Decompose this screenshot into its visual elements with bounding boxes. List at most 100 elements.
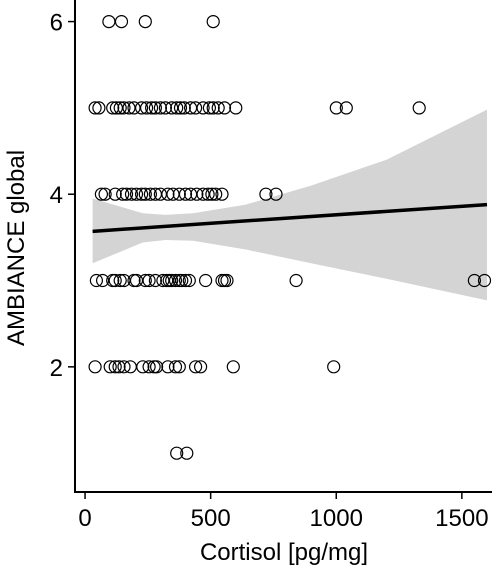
data-point: [289, 273, 303, 288]
data-point: [201, 187, 215, 201]
data-point: [117, 101, 131, 115]
data-point: [140, 101, 154, 115]
data-point: [129, 187, 144, 201]
data-point: [168, 273, 183, 288]
y-tick-label: 2: [50, 355, 63, 382]
data-point: [217, 273, 232, 288]
y-tick-label: 4: [50, 182, 63, 209]
data-point: [119, 187, 134, 201]
data-point: [92, 101, 106, 115]
x-tick-label: 500: [191, 505, 231, 532]
data-point: [108, 273, 122, 288]
data-point: [94, 187, 109, 201]
data-point: [206, 15, 220, 29]
data-point: [135, 101, 149, 115]
data-point: [89, 273, 104, 288]
data-point: [339, 101, 353, 115]
data-point: [189, 101, 203, 115]
data-point: [172, 360, 186, 374]
data-point: [189, 360, 203, 374]
data-point: [161, 187, 175, 201]
data-point: [103, 360, 117, 374]
data-point: [229, 101, 243, 115]
trend-line: [92, 202, 488, 234]
data-point: [209, 187, 223, 201]
data-point: [206, 101, 220, 115]
data-point: [269, 187, 283, 201]
data-point: [138, 273, 152, 288]
data-point: [177, 101, 191, 115]
data-point: [259, 187, 273, 201]
data-point: [108, 187, 122, 201]
data-point: [142, 273, 156, 288]
data-point: [113, 101, 127, 115]
data-point: [158, 101, 172, 115]
data-point: [170, 101, 184, 115]
data-point: [202, 101, 216, 115]
data-point: [142, 360, 156, 374]
data-point: [145, 101, 159, 115]
data-point: [168, 360, 183, 374]
data-point: [215, 187, 229, 201]
x-tick-label: 1500: [435, 505, 488, 532]
data-point: [102, 15, 116, 29]
data-point: [194, 360, 208, 374]
data-point: [148, 273, 162, 288]
data-point: [124, 187, 139, 201]
data-point: [135, 187, 149, 201]
data-point: [467, 273, 481, 288]
data-point: [98, 187, 112, 201]
data-point: [88, 101, 102, 115]
data-point: [114, 15, 129, 29]
data-point: [165, 273, 179, 288]
x-axis-title: Cortisol [pg/mg]: [200, 539, 368, 566]
data-point: [205, 187, 219, 201]
data-point: [106, 101, 120, 115]
data-point: [196, 101, 210, 115]
data-point: [178, 273, 193, 288]
data-point: [190, 187, 204, 201]
data-point: [108, 360, 122, 374]
data-point: [138, 187, 152, 201]
data-point: [138, 15, 152, 29]
data-point: [88, 360, 102, 374]
data-point: [327, 360, 341, 374]
data-point: [180, 446, 194, 460]
data-point: [113, 273, 127, 288]
x-tick-label: 1000: [310, 505, 363, 532]
data-point: [112, 360, 126, 374]
data-point: [129, 273, 144, 288]
data-point: [156, 273, 170, 288]
data-point: [148, 101, 162, 115]
plot-area: [88, 15, 492, 460]
data-point: [211, 101, 225, 115]
data-point: [182, 273, 196, 288]
x-tick-label: 0: [78, 505, 91, 532]
data-point: [329, 101, 343, 115]
data-point: [143, 187, 157, 201]
data-point: [172, 187, 186, 201]
data-point: [173, 101, 188, 115]
y-axis-title: AMBIANCE global: [3, 150, 30, 346]
data-point: [153, 101, 167, 115]
confidence-band: [92, 109, 487, 301]
data-point: [165, 101, 179, 115]
data-point: [170, 446, 184, 460]
data-point: [477, 273, 492, 288]
data-point: [127, 101, 141, 115]
data-point: [150, 360, 164, 374]
data-point: [153, 187, 167, 201]
data-point: [116, 187, 130, 201]
data-point: [178, 187, 193, 201]
data-point: [217, 101, 232, 115]
y-tick-label: 6: [50, 10, 63, 37]
data-point: [412, 101, 426, 115]
data-point: [136, 360, 150, 374]
data-point: [175, 273, 189, 288]
data-point: [122, 101, 136, 115]
data-point: [199, 273, 213, 288]
data-point: [226, 360, 240, 374]
data-point: [220, 273, 234, 288]
axes: 0 500 1000 1500 2 4 6: [50, 0, 492, 532]
